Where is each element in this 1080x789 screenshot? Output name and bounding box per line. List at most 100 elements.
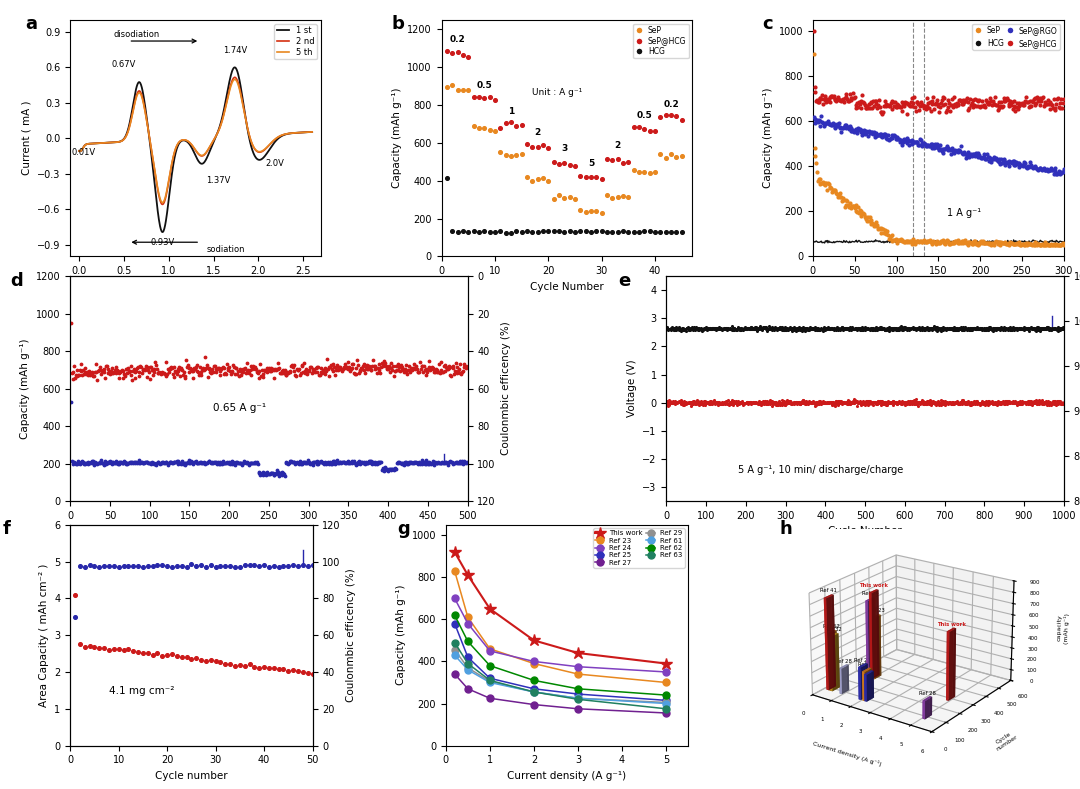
Point — [984, 95, 1001, 107]
Point — [823, 322, 840, 335]
Point — [834, 122, 851, 135]
Point — [212, 458, 229, 470]
Point — [1028, 395, 1045, 408]
Point — [378, 363, 395, 376]
Point — [359, 363, 376, 376]
Point — [841, 398, 859, 410]
Point — [806, 321, 823, 334]
Point — [866, 323, 883, 336]
Point — [704, 395, 721, 408]
Point — [226, 458, 243, 470]
Point — [677, 396, 694, 409]
Point — [727, 323, 744, 335]
Point — [837, 396, 854, 409]
Point — [946, 237, 963, 249]
Point — [217, 457, 234, 469]
Point — [926, 141, 943, 154]
Point — [159, 457, 176, 469]
Point — [726, 323, 743, 335]
Point — [941, 397, 958, 409]
Point — [976, 237, 994, 249]
Point — [997, 321, 1014, 334]
Point — [936, 398, 954, 411]
Point — [427, 456, 444, 469]
Point — [950, 144, 968, 156]
Point — [219, 456, 237, 469]
Point — [875, 396, 892, 409]
Point — [280, 367, 297, 380]
Point — [829, 395, 847, 408]
Point — [947, 321, 964, 334]
Point — [1024, 96, 1041, 109]
Point — [213, 457, 230, 469]
Point — [961, 323, 978, 336]
Point — [990, 397, 1008, 409]
Point — [912, 398, 929, 410]
Point — [349, 456, 366, 469]
Text: sodiation: sodiation — [206, 245, 245, 253]
Point — [1025, 397, 1042, 409]
Point — [764, 400, 781, 413]
Point — [821, 395, 838, 408]
Point — [915, 323, 932, 335]
Point — [727, 323, 744, 335]
Point — [806, 81, 823, 94]
Point — [693, 398, 711, 410]
Point — [1043, 323, 1061, 336]
Point — [620, 226, 637, 238]
Point — [691, 398, 708, 411]
Point — [237, 362, 254, 375]
Point — [811, 395, 828, 408]
Point — [705, 396, 723, 409]
Point — [1047, 323, 1064, 335]
Point — [729, 322, 746, 335]
Point — [890, 323, 907, 336]
Point — [161, 455, 178, 468]
Point — [906, 398, 923, 410]
Point — [143, 361, 160, 373]
Point — [1041, 396, 1058, 409]
Point — [85, 458, 103, 471]
Point — [899, 395, 916, 408]
Point — [188, 457, 205, 469]
Point — [811, 323, 828, 336]
Point — [895, 133, 913, 145]
Point — [676, 323, 693, 335]
This work — [571, 649, 584, 658]
Point — [962, 322, 980, 335]
Point — [1018, 397, 1036, 409]
Point — [319, 456, 336, 469]
Point — [91, 561, 108, 574]
Point — [902, 95, 919, 108]
Point — [415, 457, 432, 469]
Point — [771, 395, 788, 408]
Point — [843, 321, 861, 334]
Point — [826, 400, 843, 413]
Point — [345, 358, 362, 371]
Point — [905, 394, 922, 406]
Point — [719, 394, 737, 407]
Point — [355, 357, 373, 370]
Point — [205, 456, 222, 469]
Point — [875, 322, 892, 335]
Point — [282, 365, 299, 377]
Point — [840, 323, 858, 336]
Point — [662, 396, 679, 409]
Point — [971, 323, 988, 335]
Point — [1053, 396, 1070, 409]
Point — [299, 667, 316, 679]
Point — [704, 322, 721, 335]
Point — [1038, 164, 1055, 177]
Point — [139, 647, 157, 660]
Point — [983, 237, 1000, 250]
Point — [994, 237, 1011, 249]
Point — [945, 397, 962, 409]
Point — [877, 227, 894, 240]
Point — [802, 397, 820, 409]
Point — [971, 398, 988, 411]
Point — [766, 396, 783, 409]
Point — [340, 454, 357, 467]
Point — [850, 396, 867, 409]
Point — [913, 321, 930, 334]
Point — [711, 323, 728, 335]
